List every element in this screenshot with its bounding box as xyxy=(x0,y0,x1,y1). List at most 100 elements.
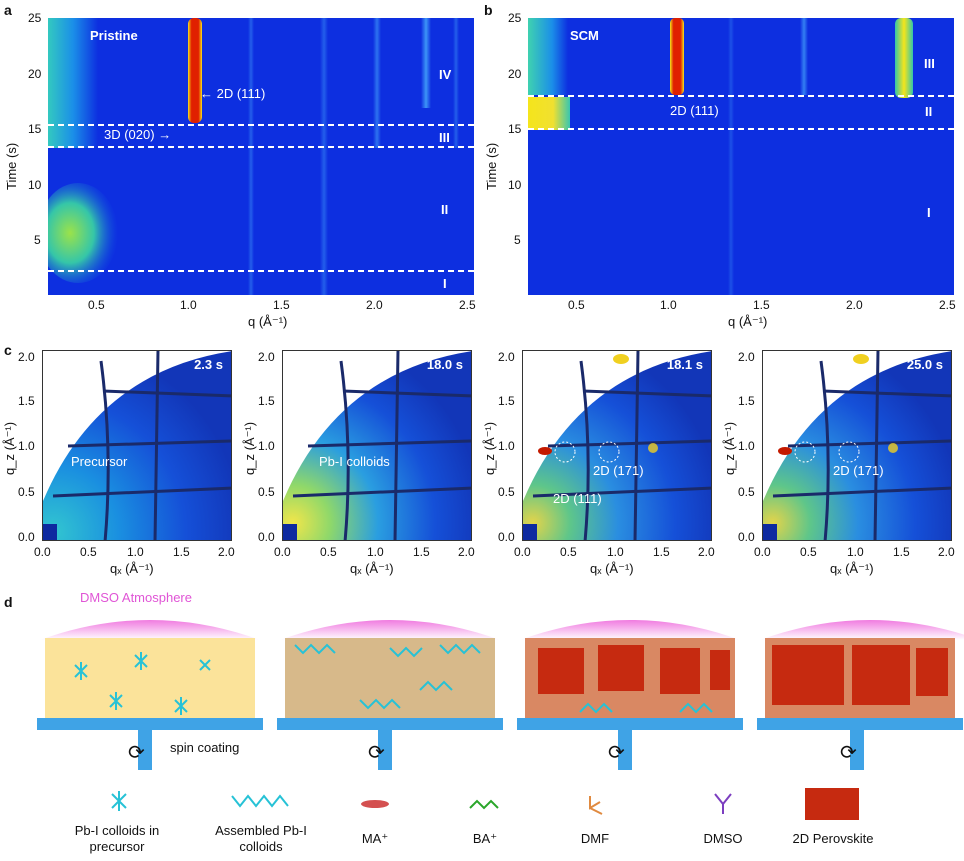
panel-d-letter: d xyxy=(4,594,13,610)
panel-c-ytick-0.5-f3: 0.5 xyxy=(498,485,515,499)
panel-c-xtick-f4-4: 2.0 xyxy=(938,545,955,559)
panel-c-xtick-f4-3: 1.5 xyxy=(893,545,910,559)
panel-c-xtick-f4-0: 0.0 xyxy=(754,545,771,559)
legend-label-pbi-colloids: Pb-I colloids in precursor xyxy=(74,823,160,854)
panel-c-frame-4-graphic xyxy=(763,351,951,540)
panel-c-frame-1-annot: Precursor xyxy=(71,454,128,469)
legend-icon-pbi-colloid xyxy=(111,791,127,811)
panel-c-ytick-1.0-f1: 1.0 xyxy=(18,439,35,453)
panel-b-heatmap: SCM III II I 2D (111) xyxy=(528,18,954,295)
panel-b-boundary-1 xyxy=(528,95,954,97)
panel-a-annot-2d: ← 2D (111) xyxy=(200,86,266,101)
panel-c-ytick-2.0-f4: 2.0 xyxy=(738,350,755,364)
panel-b-xtick-1.0: 1.0 xyxy=(660,298,677,312)
panel-c-ytick-1.0-f2: 1.0 xyxy=(258,439,275,453)
panel-c-xtick-f2-1: 0.5 xyxy=(320,545,337,559)
panel-a-boundary-2 xyxy=(48,146,474,148)
panel-c-ytick-1.0-f3: 1.0 xyxy=(498,439,515,453)
panel-c-ytick-0.0-f1: 0.0 xyxy=(18,530,35,544)
panel-b-heatmap-graphic xyxy=(528,18,954,295)
panel-a-boundary-3 xyxy=(48,270,474,272)
panel-c-frame-4-annot2: 2D (171) xyxy=(833,463,884,478)
panel-a-stage-ii: II xyxy=(441,202,449,217)
legend-icon-dmf xyxy=(589,796,603,815)
panel-b-xtick-1.5: 1.5 xyxy=(753,298,770,312)
panel-c-letter: c xyxy=(4,342,12,358)
panel-d-atmosphere-label: DMSO Atmosphere xyxy=(80,590,192,605)
panel-b-ytick-20: 20 xyxy=(508,67,522,81)
panel-a-stage-i: I xyxy=(443,276,447,291)
panel-d-stage-4 xyxy=(757,620,964,770)
panel-b-ytick-5: 5 xyxy=(514,233,521,247)
panel-c-frame-4: 25.0 s 2D (171) xyxy=(762,350,952,541)
panel-c-xtick-f4-1: 0.5 xyxy=(800,545,817,559)
panel-a-ytick-15: 15 xyxy=(28,122,42,136)
panel-c-frame-2-time: 18.0 s xyxy=(426,357,463,372)
panel-b-xlabel: q (Å⁻¹) xyxy=(728,314,768,329)
panel-b-xtick-2.5: 2.5 xyxy=(939,298,956,312)
panel-c-xtick-f1-1: 0.5 xyxy=(80,545,97,559)
panel-c-ylabel-f3: q_z (Å⁻¹) xyxy=(482,421,497,475)
panel-a-ytick-10: 10 xyxy=(28,178,42,192)
panel-c-frame-1: 2.3 s Precursor xyxy=(42,350,232,541)
panel-d-spin-icon-2: ⟳ xyxy=(368,742,385,764)
panel-c-ytick-0.5-f4: 0.5 xyxy=(738,485,755,499)
panel-a-heatmap-graphic xyxy=(48,18,474,295)
legend-label-dmso: DMSO xyxy=(703,831,743,846)
panel-c-frame-2-annot: Pb-I colloids xyxy=(319,454,390,469)
panel-a-annot-3d: 3D (020) → xyxy=(104,127,172,142)
panel-a-xtick-2.0: 2.0 xyxy=(366,298,383,312)
panel-a-stage-iii: III xyxy=(439,130,450,145)
panel-b-ytick-15: 15 xyxy=(508,122,522,136)
legend-icon-ba xyxy=(469,799,499,810)
panel-c-xtick-f3-2: 1.0 xyxy=(607,545,624,559)
panel-a-xtick-1.0: 1.0 xyxy=(180,298,197,312)
panel-c-ylabel-f1: q_z (Å⁻¹) xyxy=(2,421,17,475)
panel-c-ytick-1.5-f1: 1.5 xyxy=(18,394,35,408)
panel-c-frame-3-graphic xyxy=(523,351,711,540)
panel-a-title: Pristine xyxy=(90,28,138,43)
legend-icon-ma xyxy=(361,800,389,808)
panel-c-xlabel-f1: qₓ (Å⁻¹) xyxy=(110,561,154,576)
panel-a-xtick-0.5: 0.5 xyxy=(88,298,105,312)
panel-c-ytick-1.0-f4: 1.0 xyxy=(738,439,755,453)
panel-c-xtick-f1-2: 1.0 xyxy=(127,545,144,559)
panel-c-xtick-f2-0: 0.0 xyxy=(274,545,291,559)
panel-b-boundary-2 xyxy=(528,128,954,130)
panel-b-ytick-25: 25 xyxy=(508,11,522,25)
panel-c-xtick-f3-1: 0.5 xyxy=(560,545,577,559)
panel-c-xlabel-f4: qₓ (Å⁻¹) xyxy=(830,561,874,576)
legend-label-dmf: DMF xyxy=(580,831,610,846)
panel-d-stage-1 xyxy=(37,620,263,770)
panel-d-spin-icon-4: ⟳ xyxy=(840,742,857,764)
panel-d-stage-2 xyxy=(277,620,503,770)
panel-c-ylabel-f2: q_z (Å⁻¹) xyxy=(242,421,257,475)
panel-c-ytick-0.0-f4: 0.0 xyxy=(738,530,755,544)
panel-a-xlabel: q (Å⁻¹) xyxy=(248,314,288,329)
legend-icon-2d-perovskite xyxy=(805,788,859,820)
panel-c-ytick-2.0-f2: 2.0 xyxy=(258,350,275,364)
panel-a-boundary-1 xyxy=(48,124,474,126)
panel-b-stage-i: I xyxy=(927,205,931,220)
panel-c-frame-3-time: 18.1 s xyxy=(666,357,703,372)
panel-a-ytick-25: 25 xyxy=(28,11,42,25)
panel-a-stage-iv: IV xyxy=(439,67,452,82)
panel-c-frame-3-annot1: 2D (111) xyxy=(553,491,602,506)
panel-c-xlabel-f2: qₓ (Å⁻¹) xyxy=(350,561,394,576)
panel-c-ytick-2.0-f3: 2.0 xyxy=(498,350,515,364)
panel-a-letter: a xyxy=(4,2,12,18)
panel-d-schematic xyxy=(37,620,964,770)
panel-c-ytick-0.0-f2: 0.0 xyxy=(258,530,275,544)
panel-b-letter: b xyxy=(484,2,493,18)
legend-icon-assembled-colloid xyxy=(231,794,289,808)
panel-d-spin-icon-3: ⟳ xyxy=(608,742,625,764)
panel-a-heatmap: Pristine IV III II I ← 2D (111) 3D (020)… xyxy=(48,18,474,295)
panel-c-xlabel-f3: qₓ (Å⁻¹) xyxy=(590,561,634,576)
panel-a-ytick-5: 5 xyxy=(34,233,41,247)
panel-c-frame-2: 18.0 s Pb-I colloids xyxy=(282,350,472,541)
panel-a-annot-3d-text: 3D (020) xyxy=(104,127,155,142)
panel-c-xtick-f3-3: 1.5 xyxy=(653,545,670,559)
panel-c-frame-1-time: 2.3 s xyxy=(194,357,223,372)
panel-c-ytick-0.5-f1: 0.5 xyxy=(18,485,35,499)
panel-c-frame-2-graphic xyxy=(283,351,471,540)
